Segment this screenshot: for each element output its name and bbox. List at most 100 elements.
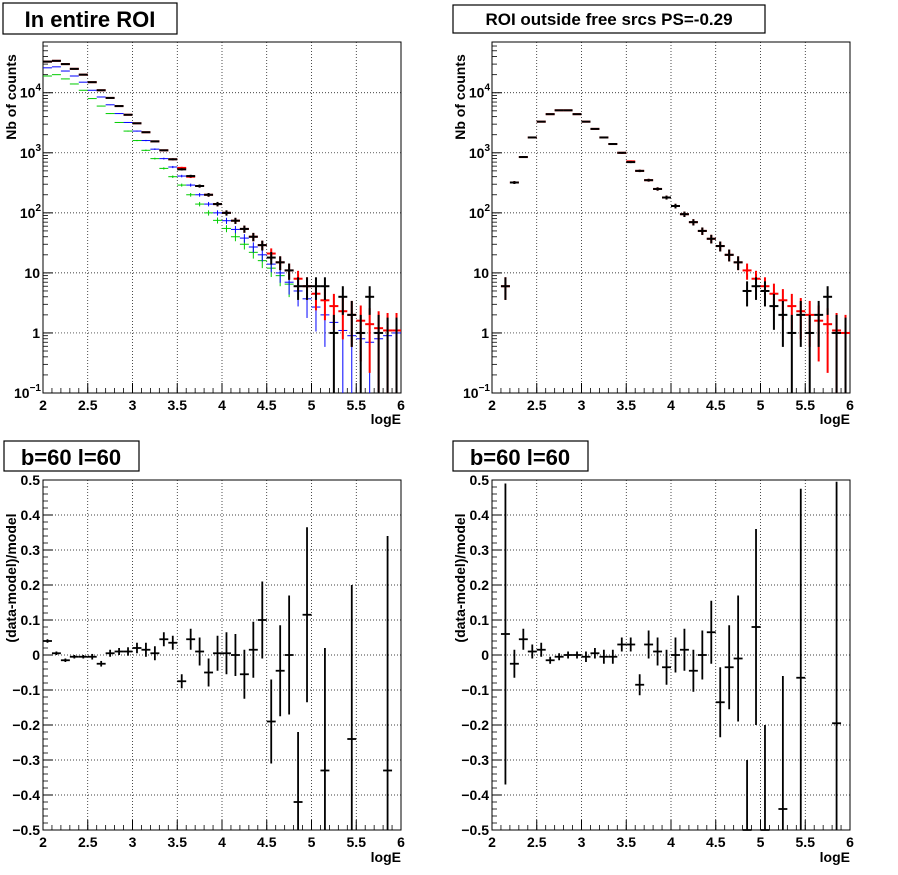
panel-title: b=60 l=60 — [21, 445, 121, 470]
x-tick-label: 2 — [39, 397, 47, 413]
y-tick-label: 102 — [469, 203, 491, 221]
panel-title: ROI outside free srcs PS=-0.29 — [485, 10, 732, 29]
y-tick-label: 0 — [481, 647, 489, 663]
y-tick-label: −0.4 — [12, 787, 40, 803]
y-tick-label: −0.5 — [12, 822, 40, 838]
y-tick-label: −0.2 — [461, 717, 489, 733]
x-tick-label: 4 — [667, 397, 675, 413]
y-tick-label: 0.1 — [470, 612, 490, 628]
series-black — [500, 109, 847, 393]
x-tick-label: 2 — [488, 397, 496, 413]
x-tick-label: 4.5 — [706, 834, 726, 850]
x-axis-label: logE — [820, 411, 850, 427]
x-tick-label: 5.5 — [796, 834, 816, 850]
y-tick-label: 103 — [20, 143, 42, 161]
y-tick-label: 104 — [469, 83, 491, 101]
y-axis-label: (data-model)/model — [452, 513, 468, 642]
x-tick-label: 3 — [578, 397, 586, 413]
x-tick-label: 2.5 — [527, 397, 547, 413]
series-residuals — [500, 481, 842, 831]
series-blue — [43, 66, 401, 393]
y-tick-label: 0.5 — [470, 472, 490, 488]
panel-title-box — [452, 440, 589, 472]
x-tick-label: 6 — [397, 834, 405, 850]
x-tick-label: 4 — [218, 834, 226, 850]
x-tick-label: 5 — [308, 397, 316, 413]
series-red — [500, 109, 850, 393]
x-tick-label: 3 — [578, 834, 586, 850]
x-tick-label: 3.5 — [617, 397, 637, 413]
panel-title: b=60 l=60 — [470, 445, 570, 470]
y-tick-label: 103 — [469, 143, 491, 161]
y-tick-label: 0 — [32, 647, 40, 663]
y-tick-label: 0.1 — [21, 612, 41, 628]
x-tick-label: 6 — [846, 834, 854, 850]
y-tick-label: 0.3 — [470, 542, 490, 558]
y-tick-label: 0.2 — [21, 577, 41, 593]
y-tick-label: 0.5 — [21, 472, 41, 488]
y-tick-label: 104 — [20, 83, 42, 101]
x-tick-label: 6 — [846, 397, 854, 413]
plot-frame — [42, 41, 402, 394]
y-axis-label: (data-model)/model — [3, 513, 19, 642]
x-axis-label: logE — [371, 411, 401, 427]
x-tick-label: 4.5 — [257, 397, 277, 413]
panel-title-box — [452, 4, 766, 34]
y-tick-label: 0.4 — [21, 507, 41, 523]
y-tick-label: 0.3 — [21, 542, 41, 558]
x-tick-label: 5.5 — [347, 397, 367, 413]
y-tick-label: 10−1 — [463, 383, 490, 401]
panel-title-box — [2, 2, 178, 35]
y-tick-label: −0.1 — [461, 682, 489, 698]
x-tick-label: 2.5 — [78, 397, 98, 413]
x-tick-label: 5 — [757, 397, 765, 413]
x-tick-label: 2.5 — [78, 834, 98, 850]
x-axis-label: logE — [820, 849, 850, 865]
x-tick-label: 5.5 — [347, 834, 367, 850]
x-tick-label: 3.5 — [168, 397, 188, 413]
x-tick-label: 4 — [667, 834, 675, 850]
y-tick-label: −0.3 — [12, 752, 40, 768]
y-axis-label: Nb of counts — [452, 54, 468, 140]
series-residuals — [43, 527, 393, 830]
panel-title: In entire ROI — [25, 7, 156, 32]
y-tick-label: 102 — [20, 203, 42, 221]
x-tick-label: 2.5 — [527, 834, 547, 850]
y-tick-label: −0.5 — [461, 822, 489, 838]
x-tick-label: 6 — [397, 397, 405, 413]
y-tick-label: −0.1 — [12, 682, 40, 698]
y-tick-label: −0.4 — [461, 787, 489, 803]
x-tick-label: 2 — [39, 834, 47, 850]
x-tick-label: 3 — [129, 834, 137, 850]
x-tick-label: 3 — [129, 397, 137, 413]
x-tick-label: 4 — [218, 397, 226, 413]
x-tick-label: 2 — [488, 834, 496, 850]
x-tick-label: 4.5 — [706, 397, 726, 413]
x-tick-label: 5 — [757, 834, 765, 850]
x-tick-label: 4.5 — [257, 834, 277, 850]
y-tick-label: 1 — [481, 325, 489, 341]
y-tick-label: 10 — [473, 265, 489, 281]
series-black — [43, 59, 398, 393]
series-green — [43, 74, 294, 298]
y-tick-label: 0.2 — [470, 577, 490, 593]
x-tick-label: 5 — [308, 834, 316, 850]
x-tick-label: 3.5 — [168, 834, 188, 850]
panel-title-box — [3, 440, 140, 472]
x-tick-label: 3.5 — [617, 834, 637, 850]
y-tick-label: 10−1 — [14, 383, 41, 401]
plot-frame — [491, 41, 851, 394]
x-tick-label: 5.5 — [796, 397, 816, 413]
y-tick-label: −0.2 — [12, 717, 40, 733]
y-tick-label: 10 — [24, 265, 40, 281]
x-axis-label: logE — [371, 849, 401, 865]
y-tick-label: 0.4 — [470, 507, 490, 523]
y-tick-label: 1 — [32, 325, 40, 341]
series-red — [43, 59, 401, 393]
y-tick-label: −0.3 — [461, 752, 489, 768]
